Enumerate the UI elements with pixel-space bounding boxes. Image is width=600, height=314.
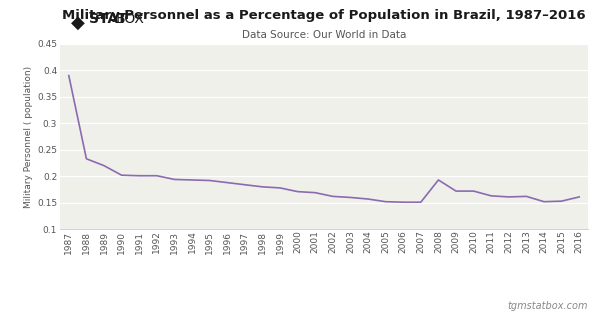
Text: Data Source: Our World in Data: Data Source: Our World in Data: [242, 30, 406, 40]
Text: BOX: BOX: [115, 12, 145, 26]
Y-axis label: Military Personnel ( population): Military Personnel ( population): [24, 65, 33, 208]
Text: Military Personnel as a Percentage of Population in Brazil, 1987–2016: Military Personnel as a Percentage of Po…: [62, 9, 586, 22]
Text: ◆: ◆: [71, 13, 85, 31]
Text: STAT: STAT: [89, 12, 127, 26]
Text: tgmstatbox.com: tgmstatbox.com: [508, 301, 588, 311]
